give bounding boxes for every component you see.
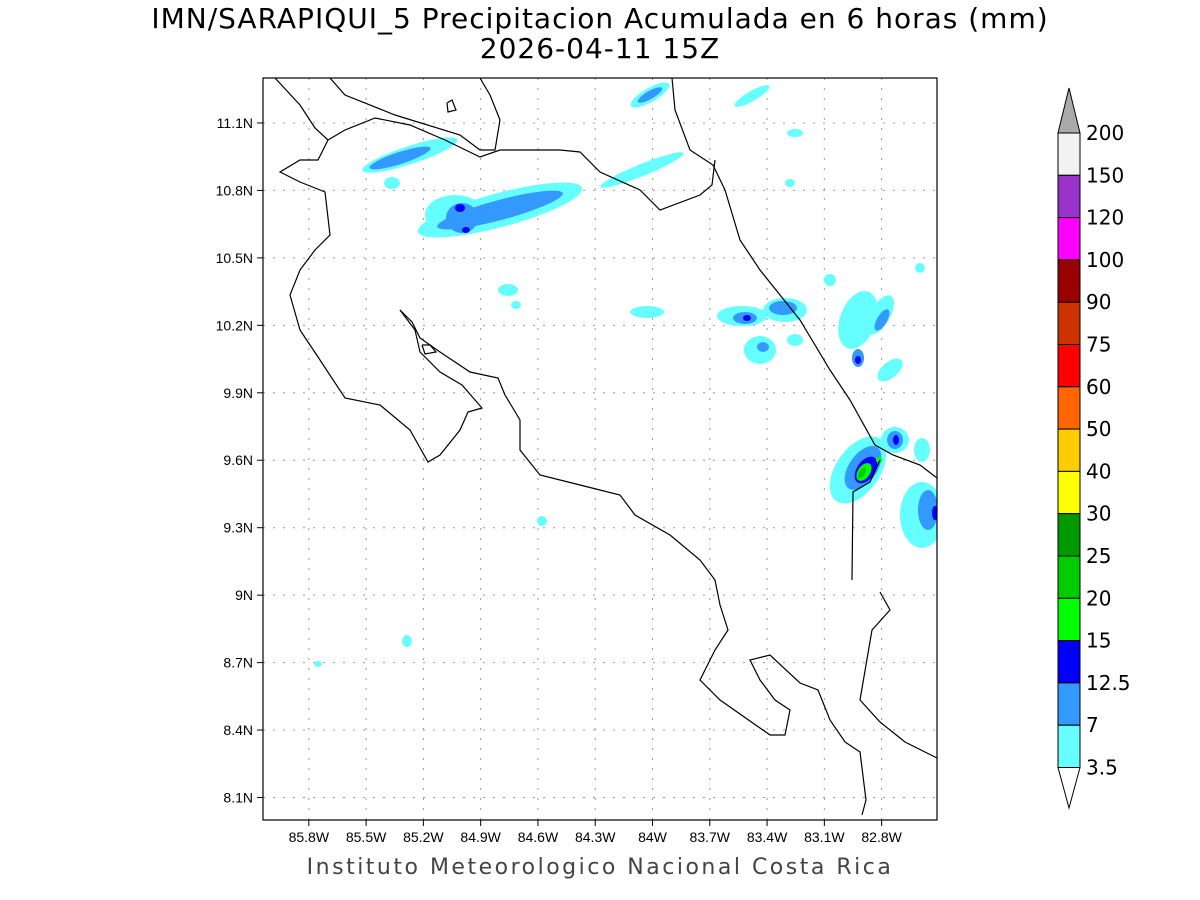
colorbar-swatch — [1057, 428, 1081, 472]
lon-tick-label: 83.1W — [804, 829, 845, 845]
lon-tick-label: 82.8W — [861, 829, 902, 845]
colorbar-swatch — [1057, 132, 1081, 176]
colorbar-swatch — [1057, 217, 1081, 261]
gridlines — [263, 78, 937, 820]
lat-tick-label: 10.2N — [216, 317, 253, 333]
lat-tick-label: 8.7N — [223, 655, 253, 671]
lat-tick-label: 8.4N — [223, 722, 253, 738]
colorbar-label: 120 — [1086, 206, 1124, 230]
lon-tick-label: 83.7W — [690, 829, 731, 845]
lon-tick-label: 84.3W — [575, 829, 616, 845]
colorbar-swatch — [1057, 555, 1081, 599]
lon-tick-label: 84W — [638, 829, 668, 845]
lon-tick-label: 83.4W — [747, 829, 788, 845]
colorbar-swatch — [1057, 640, 1081, 684]
coastline — [274, 78, 937, 816]
lon-tick-label: 85.5W — [346, 829, 387, 845]
colorbar-label: 30 — [1086, 502, 1111, 526]
colorbar-label: 100 — [1086, 248, 1124, 272]
colorbar-swatch — [1057, 386, 1081, 430]
colorbar-swatch — [1057, 301, 1081, 346]
lat-tick-label: 10.8N — [216, 182, 253, 198]
lat-tick-label: 9.9N — [223, 385, 253, 401]
lon-tick-label: 85.8W — [289, 829, 330, 845]
lat-tick-label: 9.3N — [223, 520, 253, 536]
precip-fields — [274, 78, 937, 816]
colorbar-swatch — [1057, 597, 1081, 642]
lon-tick-label: 85.2W — [403, 829, 444, 845]
colorbar-swatch — [1057, 259, 1081, 303]
map-title: IMN/SARAPIQUI_5 Precipitacion Acumulada … — [151, 2, 1049, 35]
colorbar-label: 150 — [1086, 163, 1124, 187]
map-frame — [262, 77, 938, 821]
lat-tick-label: 10.5N — [216, 250, 253, 266]
colorbar-swatch — [1057, 344, 1081, 388]
colorbar-swatch — [1057, 682, 1081, 726]
colorbar-label: 15 — [1086, 629, 1111, 653]
colorbar-swatch — [1057, 174, 1081, 219]
lat-tick-label: 8.1N — [223, 790, 253, 806]
colorbar-label: 12.5 — [1086, 671, 1131, 695]
lon-tick-label: 84.9W — [460, 829, 501, 845]
colorbar-label: 3.5 — [1086, 756, 1118, 780]
colorbar-label: 90 — [1086, 290, 1111, 314]
lat-tick-label: 9N — [235, 587, 253, 603]
lat-tick-label: 9.6N — [223, 452, 253, 468]
axis-ticks: 11.1N 10.8N 10.5N 10.2N 9.9N 9.6N 9.3N 9N 8.7N 8.… — [216, 115, 903, 845]
colorbar-swatch — [1057, 470, 1081, 515]
colorbar-label: 20 — [1086, 586, 1111, 610]
lon-tick-label: 84.6W — [518, 829, 559, 845]
colorbar-label: 7 — [1086, 713, 1099, 737]
colorbar-label: 200 — [1086, 121, 1124, 145]
colorbar-label: 50 — [1086, 417, 1111, 441]
lat-tick-label: 11.1N — [217, 115, 253, 131]
footer-credit: Instituto Meteorologico Nacional Costa R… — [306, 855, 894, 880]
colorbar-under-arrow — [1057, 767, 1081, 810]
colorbar-swatch — [1057, 724, 1081, 769]
colorbar-label: 75 — [1086, 333, 1111, 357]
colorbar-label: 25 — [1086, 544, 1111, 568]
colorbar-legend: 200 150 120 100 90 75 60 50 40 30 25 20 15 12.5 7 3.5 — [1057, 87, 1131, 810]
colorbar-label: 60 — [1086, 375, 1111, 399]
map-valid-time: 2026-04-11 15Z — [479, 32, 721, 65]
colorbar-over-arrow — [1057, 87, 1081, 134]
colorbar-label: 40 — [1086, 459, 1111, 483]
colorbar-swatch — [1057, 513, 1081, 557]
